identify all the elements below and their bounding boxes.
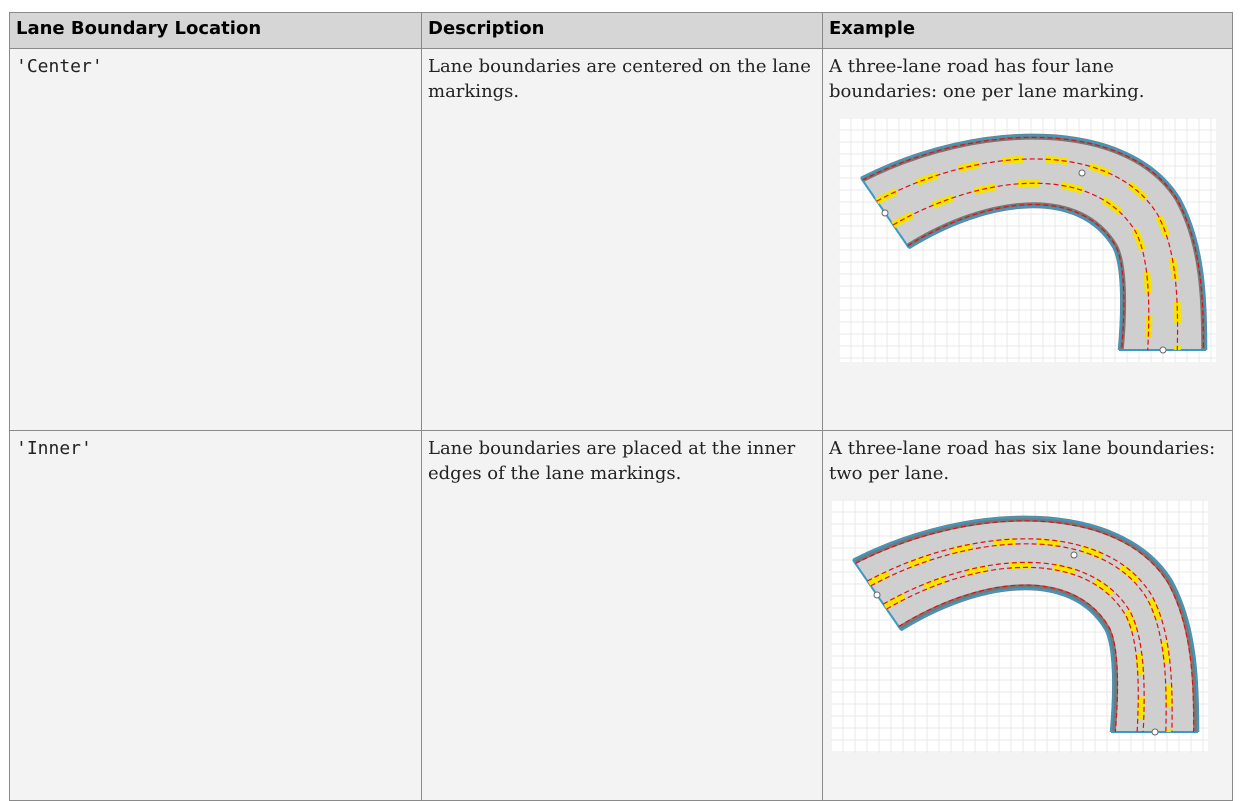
location-cell: 'Inner' [9, 430, 422, 801]
lane-boundary [855, 520, 1195, 733]
road-edge [906, 202, 1127, 351]
header-cell: Lane Boundary Location [9, 12, 422, 49]
waypoint [1159, 346, 1167, 354]
road-border [852, 516, 1199, 733]
description-cell: Lane boundaries are placed at the inner … [421, 430, 823, 801]
waypoint [873, 591, 881, 599]
lane-marking [883, 561, 1145, 733]
waypoint [1070, 551, 1078, 559]
lane-boundary [886, 566, 1139, 733]
road-edge [898, 584, 1119, 733]
waypoint [881, 209, 889, 217]
lane-boundary [907, 203, 1125, 351]
waypoint [1078, 169, 1086, 177]
lane-boundary [882, 561, 1145, 733]
description-cell: Lane boundaries are centered on the lane… [421, 48, 823, 431]
lane-boundary [870, 543, 1167, 733]
road-border [860, 134, 1207, 351]
road-image [831, 500, 1208, 753]
location-cell: 'Center' [9, 48, 422, 431]
road-edge [852, 515, 1200, 733]
lane-boundary [892, 182, 1150, 351]
road-image [839, 118, 1216, 362]
example-cell: A three-lane road has four lane boundari… [822, 48, 1233, 431]
road-border [908, 205, 1123, 351]
lane-boundary [898, 584, 1119, 733]
header-cell: Example [822, 12, 1233, 49]
lane-boundary [876, 158, 1179, 351]
header-row: Lane Boundary Location Description Examp… [9, 12, 1233, 49]
road-surface [861, 135, 1206, 350]
cell-text: 'Center' [16, 56, 103, 77]
example-cell: A three-lane road has six lane boundarie… [822, 430, 1233, 801]
road-border [900, 587, 1115, 733]
cell-text: Lane boundaries are centered on the lane… [428, 56, 811, 102]
lane-boundary [862, 136, 1204, 351]
table-row: 'Inner' Lane boundaries are placed at th… [9, 430, 1233, 801]
cell-text: 'Inner' [16, 438, 92, 459]
boundary-table: Lane Boundary Location Description Examp… [9, 12, 1233, 801]
road-surface [853, 517, 1198, 732]
cell-text: A three-lane road has six lane boundarie… [829, 438, 1216, 484]
waypoint [1151, 728, 1159, 736]
lane-marking [867, 537, 1173, 733]
cell-text: Lane boundaries are placed at the inner … [428, 438, 796, 484]
table-row: 'Center' Lane boundaries are centered on… [9, 48, 1233, 431]
cell-text: A three-lane road has four lane boundari… [829, 56, 1145, 102]
lane-boundary [867, 538, 1173, 733]
header-cell: Description [421, 12, 823, 49]
